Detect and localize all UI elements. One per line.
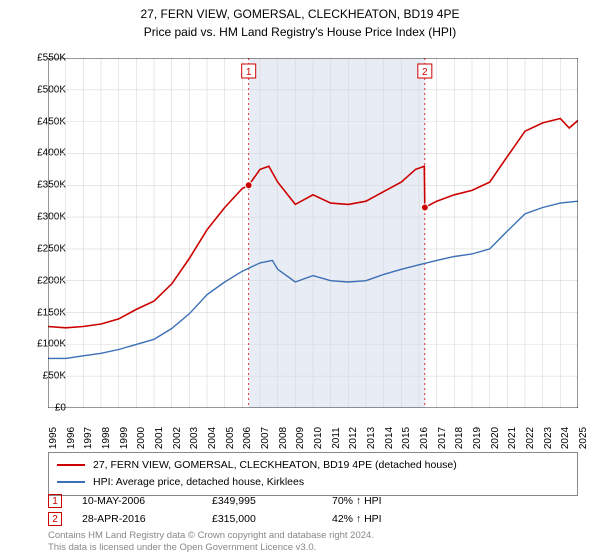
sales-table: 1 10-MAY-2006£349,99570% ↑ HPI 2 28-APR-201… (48, 492, 578, 528)
x-tick-label: 1995 (48, 427, 59, 449)
plot-area: 12 (48, 58, 578, 408)
x-tick-label: 2001 (154, 427, 165, 449)
x-tick-label: 2024 (560, 427, 571, 449)
sale-marker: 2 (48, 512, 62, 526)
legend-label: 27, FERN VIEW, GOMERSAL, CLECKHEATON, BD… (93, 457, 457, 474)
footnote-line2: This data is licensed under the Open Gov… (48, 542, 374, 554)
x-tick-label: 2004 (207, 427, 218, 449)
x-tick-label: 2007 (260, 427, 271, 449)
chart-svg: 12 (48, 58, 578, 408)
sale-hpi: 70% ↑ HPI (332, 495, 452, 507)
legend-label: HPI: Average price, detached house, Kirk… (93, 474, 304, 491)
chart-title: 27, FERN VIEW, GOMERSAL, CLECKHEATON, BD… (0, 0, 600, 23)
svg-text:2: 2 (422, 67, 428, 78)
x-tick-label: 2011 (331, 427, 342, 449)
chart-subtitle: Price paid vs. HM Land Registry's House … (0, 23, 600, 39)
sale-date: 10-MAY-2006 (82, 495, 212, 507)
legend-row: 27, FERN VIEW, GOMERSAL, CLECKHEATON, BD… (57, 457, 569, 474)
sale-date: 28-APR-2016 (82, 513, 212, 525)
x-tick-label: 1999 (119, 427, 130, 449)
legend-swatch (57, 464, 85, 466)
sale-row: 1 10-MAY-2006£349,99570% ↑ HPI (48, 492, 578, 510)
x-tick-label: 1996 (66, 427, 77, 449)
x-tick-label: 2022 (525, 427, 536, 449)
sale-marker: 1 (48, 494, 62, 508)
x-tick-label: 2003 (189, 427, 200, 449)
x-tick-label: 2021 (507, 427, 518, 449)
x-tick-label: 1998 (101, 427, 112, 449)
x-axis-labels: 1995 1996 1997 1998 1999 2000 2001 2002 2003 2004… (48, 410, 578, 450)
x-tick-label: 2017 (437, 427, 448, 449)
chart-container: 27, FERN VIEW, GOMERSAL, CLECKHEATON, BD… (0, 0, 600, 560)
x-tick-label: 2025 (578, 427, 589, 449)
x-tick-label: 2019 (472, 427, 483, 449)
sale-price: £315,000 (212, 513, 332, 525)
x-tick-label: 2002 (172, 427, 183, 449)
sale-hpi: 42% ↑ HPI (332, 513, 452, 525)
footnote: Contains HM Land Registry data © Crown c… (48, 530, 374, 555)
sale-row: 2 28-APR-2016£315,00042% ↑ HPI (48, 510, 578, 528)
x-tick-label: 2014 (384, 427, 395, 449)
x-tick-label: 2013 (366, 427, 377, 449)
svg-text:1: 1 (246, 67, 252, 78)
legend-row: HPI: Average price, detached house, Kirk… (57, 474, 569, 491)
x-tick-label: 2016 (419, 427, 430, 449)
footnote-line1: Contains HM Land Registry data © Crown c… (48, 530, 374, 542)
x-tick-label: 2020 (490, 427, 501, 449)
x-tick-label: 2006 (242, 427, 253, 449)
legend: 27, FERN VIEW, GOMERSAL, CLECKHEATON, BD… (48, 452, 578, 496)
x-tick-label: 2010 (313, 427, 324, 449)
legend-swatch (57, 481, 85, 483)
sale-price: £349,995 (212, 495, 332, 507)
x-tick-label: 2008 (278, 427, 289, 449)
x-tick-label: 2012 (348, 427, 359, 449)
x-tick-label: 2015 (401, 427, 412, 449)
x-tick-label: 2000 (136, 427, 147, 449)
x-tick-label: 2023 (543, 427, 554, 449)
x-tick-label: 2009 (295, 427, 306, 449)
x-tick-label: 1997 (83, 427, 94, 449)
x-tick-label: 2005 (225, 427, 236, 449)
x-tick-label: 2018 (454, 427, 465, 449)
